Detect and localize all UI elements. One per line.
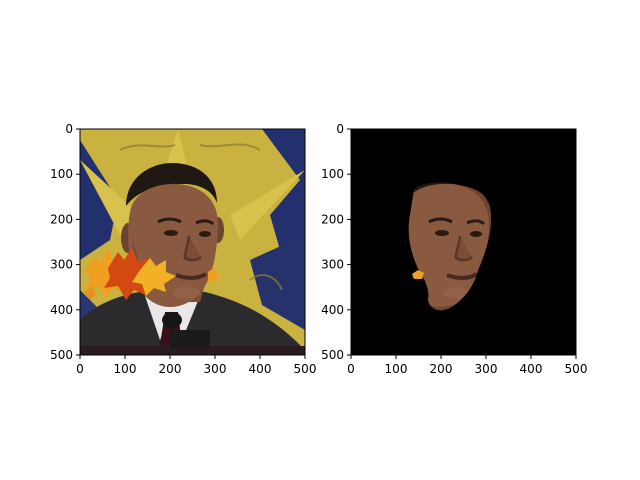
left-y-ticks: 0 100 200 300 400 500 — [50, 122, 80, 362]
left-x-tick-label: 200 — [159, 362, 182, 376]
left-y-tick-label: 500 — [50, 348, 73, 362]
right-y-ticks: 0 100 200 300 400 500 — [321, 122, 351, 362]
right-y-tick-label: 500 — [321, 348, 344, 362]
left-y-tick-label: 200 — [50, 212, 73, 226]
left-x-tick-label: 0 — [76, 362, 84, 376]
leaf-fragment — [412, 270, 424, 279]
left-y-tick-label: 100 — [50, 167, 73, 181]
right-y-tick-label: 300 — [321, 258, 344, 272]
left-x-tick-label: 500 — [294, 362, 317, 376]
left-x-tick-label: 100 — [114, 362, 137, 376]
right-axes-frame — [350, 128, 577, 356]
right-mask-panel — [351, 129, 576, 355]
left-y-tick-label: 400 — [50, 303, 73, 317]
maple-leaves-overlay — [84, 248, 219, 300]
right-y-tick-label: 400 — [321, 303, 344, 317]
left-y-tick-label: 300 — [50, 258, 73, 272]
right-x-ticks: 0 100 200 300 400 500 — [347, 355, 587, 376]
right-x-tick-label: 400 — [520, 362, 543, 376]
right-x-tick-label: 200 — [430, 362, 453, 376]
right-x-tick-label: 300 — [475, 362, 498, 376]
left-image-panel — [80, 129, 305, 355]
left-x-tick-label: 300 — [204, 362, 227, 376]
right-y-tick-label: 100 — [321, 167, 344, 181]
right-x-tick-label: 0 — [347, 362, 355, 376]
left-x-tick-label: 400 — [249, 362, 272, 376]
right-x-tick-label: 500 — [565, 362, 588, 376]
left-x-ticks: 0 100 200 300 400 500 — [76, 355, 316, 376]
left-axes-frame — [79, 128, 306, 356]
left-y-tick-label: 0 — [65, 122, 73, 136]
right-y-tick-label: 0 — [336, 122, 344, 136]
right-y-tick-label: 200 — [321, 212, 344, 226]
right-x-tick-label: 100 — [385, 362, 408, 376]
